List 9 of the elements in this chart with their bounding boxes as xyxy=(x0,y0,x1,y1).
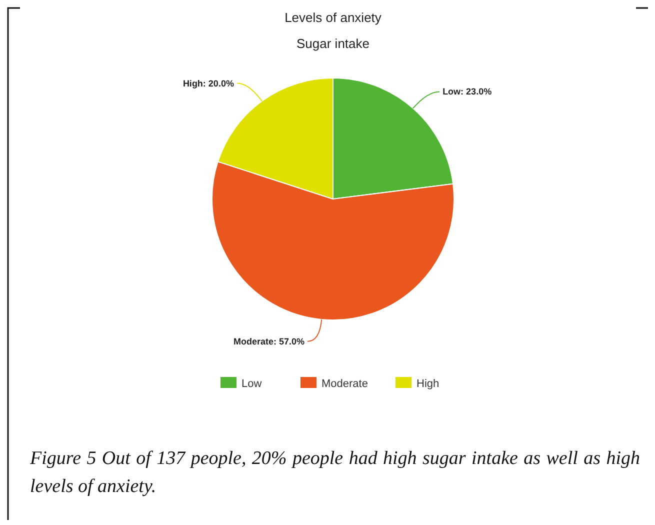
chart-subtitle: Sugar intake xyxy=(296,36,370,51)
data-label: Moderate: 57.0% xyxy=(234,336,305,346)
legend-label: Low xyxy=(242,378,262,390)
chart-title: Levels of anxiety xyxy=(284,10,382,25)
data-label: Low: 23.0% xyxy=(442,86,492,97)
legend-label: Moderate xyxy=(322,378,368,390)
caption: Figure 5 Out of 137 people, 20% people had high sugar intake as well as high levels of anxiety. xyxy=(30,447,640,499)
data-label: High: 20.0% xyxy=(182,78,234,88)
legend-label: High xyxy=(416,378,440,390)
